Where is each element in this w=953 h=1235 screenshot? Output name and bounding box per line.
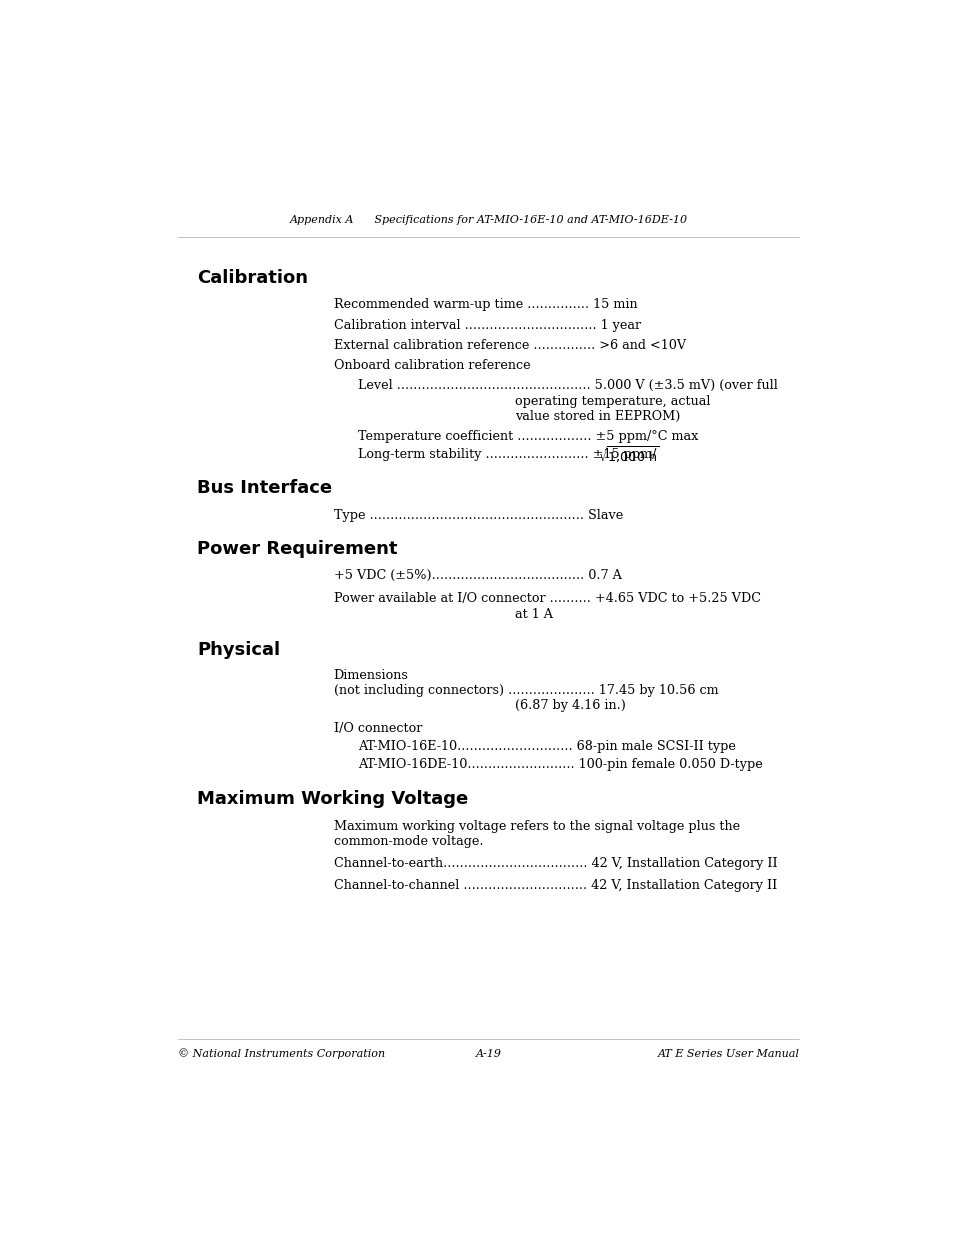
Text: Long-term stability ......................... ±15 ppm/: Long-term stability ....................… [357,448,659,461]
Text: External calibration reference ............... >6 and <10V: External calibration reference .........… [334,340,685,352]
Text: Power Requirement: Power Requirement [196,540,397,557]
Text: AT-MIO-16DE-10.......................... 100-pin female 0.050 D-type: AT-MIO-16DE-10..........................… [357,758,762,771]
Text: (not including connectors) ..................... 17.45 by 10.56 cm: (not including connectors) .............… [334,684,718,697]
Text: Calibration: Calibration [196,269,308,288]
Text: Maximum working voltage refers to the signal voltage plus the: Maximum working voltage refers to the si… [334,820,739,832]
Text: A-19: A-19 [476,1049,501,1058]
Text: Dimensions: Dimensions [334,668,408,682]
Text: Temperature coefficient .................. ±5 ppm/°C max: Temperature coefficient ................… [357,430,698,443]
Text: $\sqrt{\mathrm{1{,}000\ h}}$: $\sqrt{\mathrm{1{,}000\ h}}$ [598,445,659,464]
Text: Bus Interface: Bus Interface [196,479,332,496]
Text: +5 VDC (±5%)..................................... 0.7 A: +5 VDC (±5%)............................… [334,568,621,582]
Text: Physical: Physical [196,641,280,659]
Text: © National Instruments Corporation: © National Instruments Corporation [178,1049,385,1058]
Text: Maximum Working Voltage: Maximum Working Voltage [196,789,468,808]
Text: (6.87 by 4.16 in.): (6.87 by 4.16 in.) [515,699,625,711]
Text: Onboard calibration reference: Onboard calibration reference [334,359,530,373]
Text: Power available at I/O connector .......... +4.65 VDC to +5.25 VDC: Power available at I/O connector .......… [334,593,760,605]
Text: Level ............................................... 5.000 V (±3.5 mV) (over fu: Level ..................................… [357,379,777,393]
Text: Recommended warm-up time ............... 15 min: Recommended warm-up time ...............… [334,298,637,311]
Text: at 1 A: at 1 A [515,608,552,621]
Text: Channel-to-channel .............................. 42 V, Installation Category II: Channel-to-channel .....................… [334,878,776,892]
Text: common-mode voltage.: common-mode voltage. [334,835,482,848]
Text: Type .................................................... Slave: Type ...................................… [334,509,622,521]
Text: AT-MIO-16E-10............................ 68-pin male SCSI-II type: AT-MIO-16E-10...........................… [357,740,735,753]
Text: Channel-to-earth................................... 42 V, Installation Category : Channel-to-earth........................… [334,857,777,869]
Text: AT E Series User Manual: AT E Series User Manual [657,1049,799,1058]
Text: Appendix A      Specifications for AT-MIO-16E-10 and AT-MIO-16DE-10: Appendix A Specifications for AT-MIO-16E… [290,215,687,226]
Text: I/O connector: I/O connector [334,721,421,735]
Text: value stored in EEPROM): value stored in EEPROM) [515,410,679,422]
Text: operating temperature, actual: operating temperature, actual [515,395,710,408]
Text: Calibration interval ................................ 1 year: Calibration interval ...................… [334,319,640,331]
